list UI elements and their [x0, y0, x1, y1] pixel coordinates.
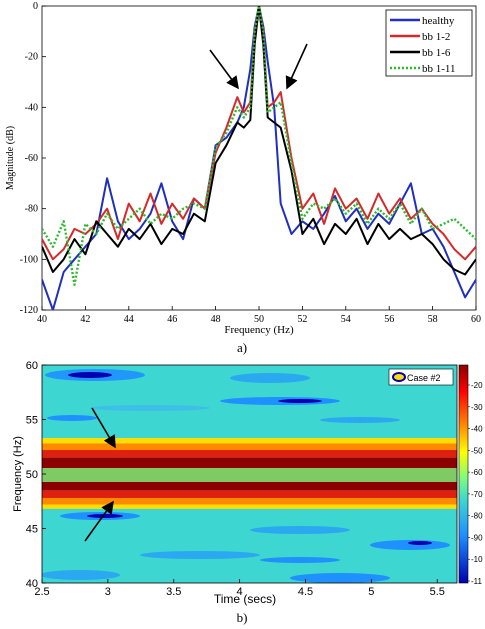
x-tick-label-b: 3	[105, 586, 111, 598]
x-axis-label-a: Frequency (Hz)	[224, 324, 294, 336]
colorbar-tick-label: -11	[471, 577, 483, 586]
colorbar-ticks: -20 -30 -40 -50 -60 -70 -80 -90 -10 -11	[468, 381, 483, 586]
heat-band	[42, 450, 457, 458]
x-tick-label-a: 60	[471, 314, 481, 325]
arrow-right-sideband	[285, 43, 308, 90]
colorbar	[458, 364, 469, 584]
heatmap-b	[42, 365, 457, 583]
panel-b: 2.5 3 3.5 4 4.5 5 5.5 60 55 50 45 40 Case #2 -20 -30…	[12, 360, 483, 625]
heat-band	[42, 504, 457, 509]
series-line-bb-1-2	[42, 6, 476, 261]
legend-a-bb12: bb 1-2	[422, 31, 450, 43]
colorbar-tick-label: -50	[471, 446, 483, 455]
y-tick-label-b: 40	[26, 578, 38, 590]
x-tick-label-b: 4.5	[298, 586, 313, 598]
heat-band	[42, 443, 457, 451]
colorbar-tick-label: -70	[471, 490, 483, 499]
x-tick-label-a: 48	[211, 314, 221, 325]
heat-band	[42, 490, 457, 498]
y-tick-label-a: 0	[33, 1, 38, 12]
legend-b-label: Case #2	[407, 373, 441, 383]
colorbar-tick-label: -30	[471, 403, 483, 412]
series-group-a	[42, 6, 476, 310]
y-tick-label-a: -80	[25, 204, 38, 215]
x-tick-label-b: 2.5	[34, 586, 49, 598]
heat-band	[42, 438, 457, 444]
x-tick-label-a: 46	[167, 314, 177, 325]
x-tick-label-b: 3.5	[166, 586, 181, 598]
y-tick-label-a: -40	[25, 102, 38, 113]
panel-a: 40 42 44 46 48 50 52 54 56 58 60 0 -20 -40 -60 -80 -100 -…	[5, 1, 481, 355]
colorbar-tick-label: -90	[471, 533, 483, 542]
arrow-lower-band	[84, 500, 114, 542]
legend-a-bb111: bb 1-11	[422, 63, 456, 75]
x-tick-label-b: 5.5	[430, 586, 445, 598]
y-tick-label-b: 55	[26, 415, 38, 427]
x-tick-label-a: 54	[341, 314, 351, 325]
legend-a-healthy: healthy	[422, 15, 455, 27]
x-tick-label-a: 44	[124, 314, 134, 325]
arrow-left-sideband	[209, 49, 239, 90]
x-tick-label-a: 52	[297, 314, 307, 325]
x-tick-label-a: 58	[428, 314, 438, 325]
colorbar-tick-label: -40	[471, 425, 483, 434]
x-tick-label-a: 50	[254, 314, 264, 325]
x-tick-label-b: 4	[237, 586, 243, 598]
panel-caption-a: a)	[237, 340, 247, 355]
y-tick-label-b: 45	[26, 524, 38, 536]
y-tick-label-a: -20	[25, 52, 38, 63]
y-tick-label-a: -60	[25, 153, 38, 164]
x-tick-label-a: 56	[384, 314, 394, 325]
y-tick-label-b: 50	[26, 469, 38, 481]
colorbar-tick-label: -80	[471, 512, 483, 521]
x-tick-label-a: 40	[37, 314, 47, 325]
x-y-ticks-b: 2.5 3 3.5 4 4.5 5 5.5 60 55 50 45 40	[26, 360, 445, 598]
colorbar-tick-label: -20	[471, 381, 483, 390]
legend-a: healthy bb 1-2 bb 1-6 bb 1-11	[385, 9, 473, 77]
y-tick-label-a: -100	[20, 254, 38, 265]
y-axis-label-a: Magnitude (dB)	[5, 126, 16, 190]
x-y-ticks-a: 40 42 44 46 48 50 52 54 56 58 60 0 -20 -40 -60 -80 -100 -…	[20, 1, 481, 325]
legend-b: Case #2	[388, 368, 454, 386]
legend-a-bb16: bb 1-6	[422, 47, 451, 59]
series-line-bb-1-6	[42, 6, 476, 276]
x-tick-label-b: 5	[368, 586, 374, 598]
x-tick-label-a: 42	[80, 314, 90, 325]
colorbar-tick-label: -10	[471, 555, 483, 564]
y-tick-label-b: 60	[26, 360, 38, 372]
case-icon	[392, 372, 406, 382]
colorbar-tick-label: -60	[471, 468, 483, 477]
arrow-upper-band	[91, 407, 116, 449]
y-axis-label-b: Frequency (Hz)	[12, 436, 24, 512]
x-axis-label-b: Time (secs)	[214, 592, 276, 606]
heat-band	[42, 497, 457, 505]
series-line-bb-1-11	[42, 6, 476, 286]
y-tick-label-a: -120	[20, 305, 38, 316]
panel-caption-b: b)	[237, 610, 248, 625]
heatmap-contours	[42, 369, 457, 583]
